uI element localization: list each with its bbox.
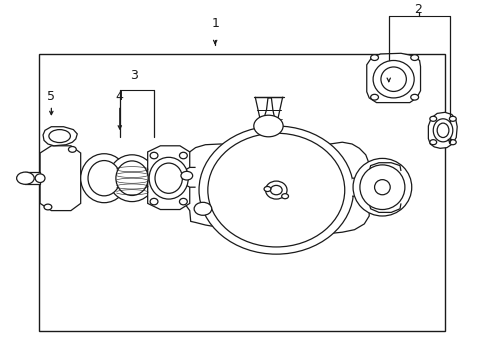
Ellipse shape: [108, 155, 155, 202]
Text: 2: 2: [413, 3, 421, 15]
Polygon shape: [368, 203, 400, 212]
Ellipse shape: [380, 67, 406, 91]
Ellipse shape: [17, 172, 34, 184]
Ellipse shape: [88, 161, 120, 196]
Polygon shape: [351, 178, 373, 196]
Ellipse shape: [432, 119, 452, 142]
Ellipse shape: [150, 152, 158, 159]
Ellipse shape: [264, 186, 270, 192]
Text: 5: 5: [47, 90, 55, 103]
Ellipse shape: [44, 204, 52, 210]
Text: 4: 4: [116, 90, 123, 103]
Ellipse shape: [35, 174, 45, 183]
Polygon shape: [147, 146, 189, 210]
Ellipse shape: [253, 115, 283, 137]
Ellipse shape: [207, 133, 344, 247]
Text: 1: 1: [211, 17, 219, 30]
Polygon shape: [25, 172, 40, 184]
Ellipse shape: [429, 116, 436, 121]
Ellipse shape: [448, 140, 455, 145]
Ellipse shape: [149, 157, 188, 199]
Ellipse shape: [68, 147, 76, 152]
Ellipse shape: [179, 152, 187, 159]
Ellipse shape: [370, 55, 378, 60]
Ellipse shape: [179, 198, 187, 205]
Ellipse shape: [410, 55, 418, 60]
Ellipse shape: [429, 140, 436, 145]
Polygon shape: [173, 98, 368, 235]
Ellipse shape: [359, 165, 404, 210]
Ellipse shape: [155, 163, 182, 193]
Ellipse shape: [281, 194, 288, 199]
Ellipse shape: [436, 123, 448, 138]
Text: 3: 3: [130, 69, 138, 82]
Polygon shape: [183, 167, 195, 187]
Ellipse shape: [199, 126, 353, 254]
Ellipse shape: [374, 180, 389, 195]
Ellipse shape: [372, 60, 413, 98]
Ellipse shape: [81, 154, 127, 203]
Polygon shape: [40, 146, 81, 211]
Ellipse shape: [265, 181, 286, 199]
Ellipse shape: [150, 198, 158, 205]
Polygon shape: [43, 127, 77, 146]
Ellipse shape: [181, 171, 192, 180]
Ellipse shape: [270, 185, 282, 195]
Ellipse shape: [116, 161, 148, 195]
Ellipse shape: [410, 94, 418, 100]
Polygon shape: [427, 112, 456, 148]
Ellipse shape: [194, 202, 211, 215]
Ellipse shape: [448, 116, 455, 121]
Ellipse shape: [49, 130, 70, 143]
Polygon shape: [366, 53, 420, 103]
Bar: [39, 54, 444, 331]
Polygon shape: [368, 163, 400, 171]
Ellipse shape: [352, 158, 411, 216]
Ellipse shape: [370, 94, 378, 100]
